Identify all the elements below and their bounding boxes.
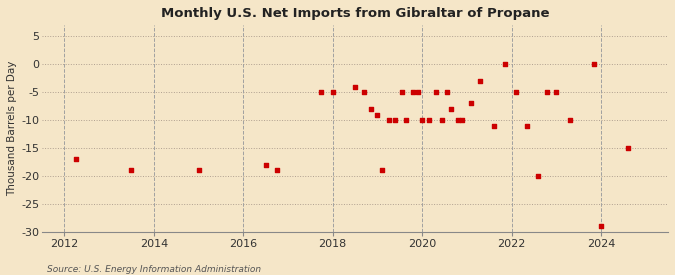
Title: Monthly U.S. Net Imports from Gibraltar of Propane: Monthly U.S. Net Imports from Gibraltar … bbox=[161, 7, 549, 20]
Point bbox=[595, 224, 606, 229]
Point bbox=[475, 79, 485, 83]
Point bbox=[408, 90, 418, 95]
Point bbox=[397, 90, 408, 95]
Point bbox=[622, 146, 633, 150]
Point bbox=[423, 118, 434, 122]
Point bbox=[589, 62, 599, 67]
Y-axis label: Thousand Barrels per Day: Thousand Barrels per Day bbox=[7, 61, 17, 196]
Point bbox=[365, 107, 376, 111]
Point bbox=[377, 168, 387, 173]
Point bbox=[488, 123, 499, 128]
Point bbox=[430, 90, 441, 95]
Point bbox=[416, 118, 427, 122]
Point bbox=[412, 90, 423, 95]
Point bbox=[327, 90, 338, 95]
Point bbox=[510, 90, 521, 95]
Point bbox=[383, 118, 394, 122]
Point bbox=[358, 90, 369, 95]
Point bbox=[446, 107, 456, 111]
Point bbox=[542, 90, 553, 95]
Text: Source: U.S. Energy Information Administration: Source: U.S. Energy Information Administ… bbox=[47, 265, 261, 274]
Point bbox=[70, 157, 81, 161]
Point bbox=[533, 174, 544, 178]
Point bbox=[437, 118, 448, 122]
Point bbox=[441, 90, 452, 95]
Point bbox=[457, 118, 468, 122]
Point bbox=[551, 90, 562, 95]
Point bbox=[401, 118, 412, 122]
Point bbox=[564, 118, 575, 122]
Point bbox=[500, 62, 510, 67]
Point bbox=[316, 90, 327, 95]
Point bbox=[126, 168, 137, 173]
Point bbox=[372, 112, 383, 117]
Point bbox=[193, 168, 204, 173]
Point bbox=[452, 118, 463, 122]
Point bbox=[271, 168, 282, 173]
Point bbox=[522, 123, 533, 128]
Point bbox=[350, 84, 360, 89]
Point bbox=[260, 163, 271, 167]
Point bbox=[466, 101, 477, 106]
Point bbox=[390, 118, 401, 122]
